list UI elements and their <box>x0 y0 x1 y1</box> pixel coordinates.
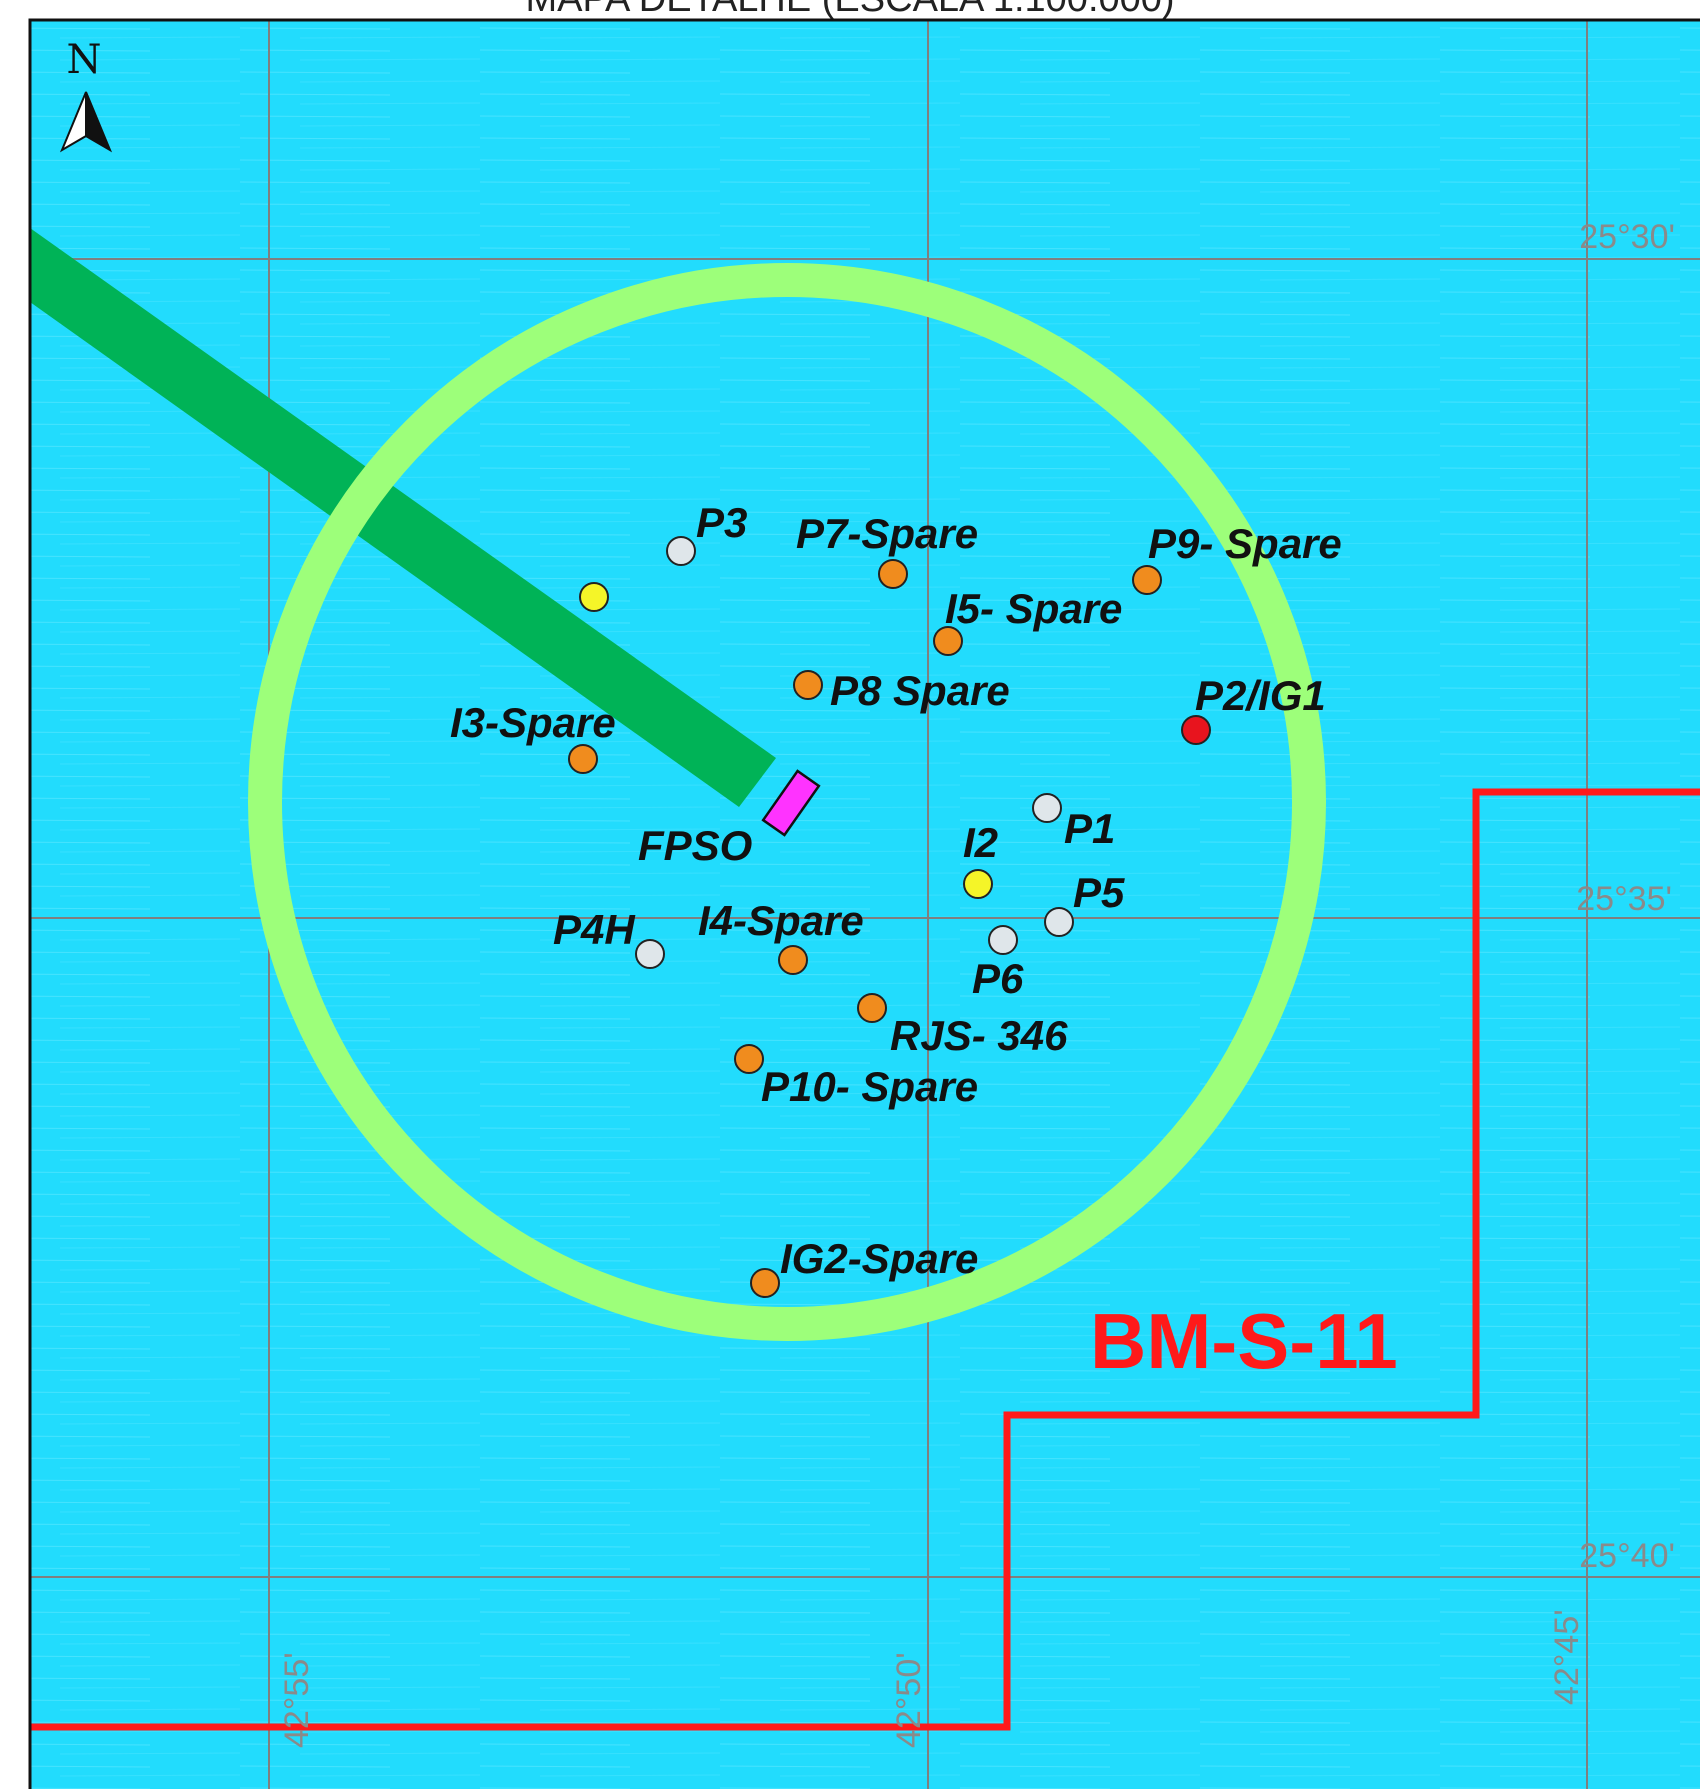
well-label: P7-Spare <box>796 510 978 557</box>
north-arrow: N <box>59 37 113 153</box>
well-label: I3-Spare <box>450 699 616 746</box>
lon-label-42-50: 42°50' <box>890 1652 928 1748</box>
wells-layer: P3 P7-Spare P9- Spare I5- Spare P8 Spare… <box>450 499 1342 1298</box>
well-dot <box>963 869 993 899</box>
well-label: P1 <box>1064 805 1115 852</box>
well-label: I2 <box>963 819 998 866</box>
well-marker-rjs-346[interactable]: RJS- 346 <box>857 993 1068 1059</box>
lat-label-25-35: 25°35' <box>1576 880 1672 918</box>
well-label: P2/IG1 <box>1195 672 1326 719</box>
well-marker-i4-spare[interactable]: I4-Spare <box>698 897 864 975</box>
map-frame <box>28 18 1700 1789</box>
well-marker-p1[interactable]: P1 <box>1032 793 1115 852</box>
well-dot <box>933 626 963 656</box>
well-dot <box>1181 715 1211 745</box>
well-marker-p3[interactable]: P3 <box>666 499 747 566</box>
well-dot <box>878 559 908 589</box>
well-dot <box>734 1044 764 1074</box>
map-title: MAPA DETALHE (ESCALA 1:100.000) <box>0 0 1700 21</box>
lat-label-25-30: 25°30' <box>1579 218 1675 256</box>
well-dot <box>793 670 823 700</box>
pipeline-corridor[interactable] <box>30 228 776 807</box>
well-dot <box>635 939 665 969</box>
well-label: P8 Spare <box>830 667 1010 714</box>
fpso-marker[interactable] <box>761 769 821 837</box>
well-dot <box>750 1268 780 1298</box>
well-label: IG2-Spare <box>780 1235 978 1282</box>
well-label: P5 <box>1073 869 1125 916</box>
well-marker-p8-spare[interactable]: P8 Spare <box>793 667 1010 714</box>
well-label: P3 <box>696 499 747 546</box>
well-dot <box>988 925 1018 955</box>
block-label: BM-S-11 <box>1090 1297 1398 1385</box>
well-marker-p10-spare[interactable]: P10- Spare <box>734 1044 978 1110</box>
well-marker-p2-ig1[interactable]: P2/IG1 <box>1181 672 1326 745</box>
well-marker-ig2-spare[interactable]: IG2-Spare <box>750 1235 978 1298</box>
well-dot <box>1032 793 1062 823</box>
well-marker-p6[interactable]: P6 <box>972 925 1024 1002</box>
well-dot <box>568 744 598 774</box>
well-dot <box>1132 565 1162 595</box>
exclusion-ring[interactable] <box>248 263 1326 1341</box>
lon-label-42-45: 42°45' <box>1548 1609 1586 1705</box>
well-label: P4H <box>553 906 636 953</box>
well-label: P9- Spare <box>1148 520 1342 567</box>
lat-label-25-40: 25°40' <box>1579 1537 1675 1575</box>
well-dot <box>778 945 808 975</box>
well-marker-unlabeled[interactable] <box>579 582 609 612</box>
well-marker-p4h[interactable]: P4H <box>553 906 665 969</box>
well-marker-i3-spare[interactable]: I3-Spare <box>450 699 616 774</box>
well-label: P10- Spare <box>761 1063 978 1110</box>
north-arrow-icon-dark <box>85 91 113 153</box>
well-marker-i2[interactable]: I2 <box>963 819 998 899</box>
well-dot <box>1044 907 1074 937</box>
well-label: I4-Spare <box>698 897 864 944</box>
fpso-label: FPSO <box>638 822 752 869</box>
well-marker-p7-spare[interactable]: P7-Spare <box>796 510 978 589</box>
lon-label-42-55: 42°55' <box>278 1652 316 1748</box>
coordinate-labels: 25°30' 25°35' 25°40' 42°55' 42°50' 42°45… <box>278 218 1675 1748</box>
well-marker-p5[interactable]: P5 <box>1044 869 1125 937</box>
well-dot <box>857 993 887 1023</box>
sea-background <box>30 20 1700 1789</box>
well-dot <box>666 536 696 566</box>
well-marker-p9-spare[interactable]: P9- Spare <box>1132 520 1342 595</box>
well-marker-i5-spare[interactable]: I5- Spare <box>933 585 1122 656</box>
fpso-icon <box>761 769 821 837</box>
north-letter: N <box>67 37 102 83</box>
well-dot <box>579 582 609 612</box>
well-label: I5- Spare <box>945 585 1122 632</box>
well-label: RJS- 346 <box>890 1012 1068 1059</box>
block-boundary[interactable] <box>30 788 1700 1731</box>
well-label: P6 <box>972 955 1024 1002</box>
